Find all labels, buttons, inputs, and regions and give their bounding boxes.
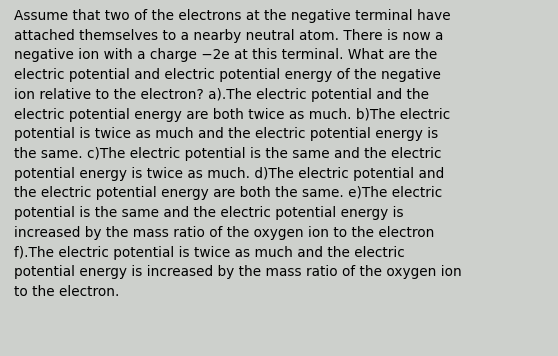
- Text: Assume that two of the electrons at the negative terminal have
attached themselv: Assume that two of the electrons at the …: [14, 9, 461, 299]
